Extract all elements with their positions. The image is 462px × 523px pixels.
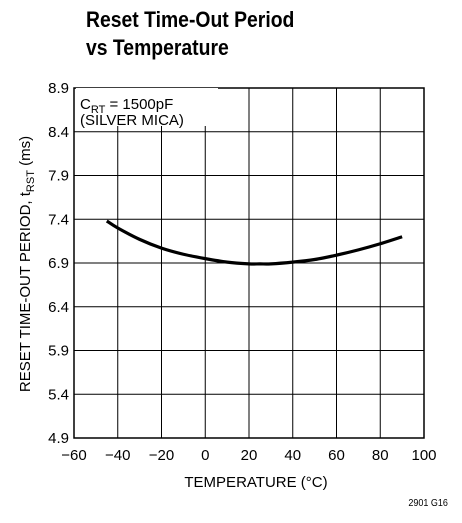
- x-tick-label: 20: [241, 447, 258, 464]
- plot-frame: [73, 87, 425, 439]
- series-line: [105, 219, 403, 266]
- annotation-line-2: (SILVER MICA): [80, 112, 184, 129]
- y-tick-label: 4.9: [48, 430, 69, 447]
- annotation-subscript: RT: [91, 104, 106, 116]
- x-tick-label: −60: [61, 447, 86, 464]
- x-tick-label: −20: [149, 447, 174, 464]
- y-tick-label: 6.9: [48, 255, 69, 272]
- x-tick-labels: −60 −40 −20 0 20 40 60 80 100: [61, 447, 436, 464]
- plot-border: [73, 87, 425, 439]
- y-axis-label-main: RESET TIME-OUT PERIOD, t: [17, 191, 34, 392]
- x-tick-label: 80: [372, 447, 389, 464]
- annotation-suffix: = 1500pF: [105, 96, 173, 113]
- y-tick-label: 7.9: [48, 168, 69, 185]
- chart-title-line-2: vs Temperature: [86, 35, 229, 60]
- annotation-background: [76, 88, 218, 126]
- annotation-line-1: CRT = 1500pF: [80, 96, 173, 116]
- chart-title-line-1: Reset Time-Out Period: [86, 7, 295, 32]
- x-tick-label: 100: [411, 447, 436, 464]
- y-axis-label-unit: (ms): [17, 136, 34, 170]
- y-tick-label: 5.9: [48, 343, 69, 360]
- x-tick-label: −40: [105, 447, 130, 464]
- chart-title: Reset Time-Out Period vs Temperature: [86, 6, 294, 62]
- x-tick-label: 40: [284, 447, 301, 464]
- y-tick-labels: 4.9 5.4 5.9 6.4 6.9 7.4 7.9 8.4 8.9: [48, 80, 69, 447]
- annotation-prefix: C: [80, 96, 91, 113]
- y-axis-label-subscript: RST: [25, 170, 37, 192]
- x-axis-label: TEMPERATURE (°C): [184, 474, 327, 491]
- x-tick-label: 60: [328, 447, 345, 464]
- series-group: [105, 219, 403, 266]
- y-tick-label: 5.4: [48, 386, 69, 403]
- y-tick-label: 8.4: [48, 124, 69, 141]
- figure-id: 2901 G16: [408, 498, 448, 509]
- x-tick-label: 0: [201, 447, 209, 464]
- y-tick-label: 6.4: [48, 299, 69, 316]
- y-tick-label: 7.4: [48, 211, 69, 228]
- y-axis-label: RESET TIME-OUT PERIOD, tRST (ms): [17, 136, 37, 392]
- y-tick-label: 8.9: [48, 80, 69, 97]
